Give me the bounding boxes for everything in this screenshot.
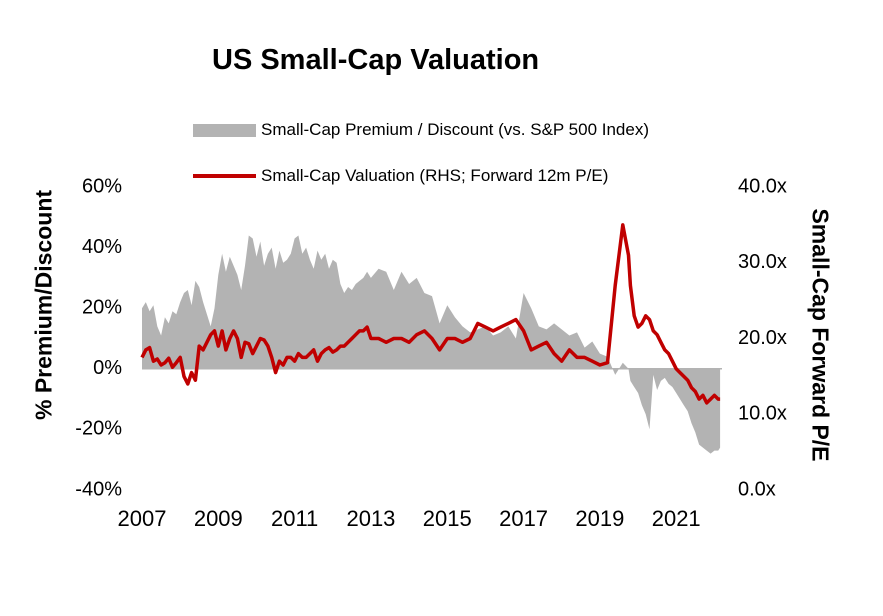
x-tick-label: 2009 — [194, 506, 243, 531]
chart-title: US Small-Cap Valuation — [212, 44, 540, 76]
x-tick-label: 2013 — [346, 506, 395, 531]
x-tick-label: 2007 — [118, 506, 167, 531]
x-tick-label: 2019 — [575, 506, 624, 531]
series-line-valuation — [140, 223, 721, 405]
left-tick-label: -20% — [75, 418, 122, 440]
left-axis-ticks: 60% 40% 20% 0% -20% -40% — [75, 175, 122, 500]
legend-swatch-line — [193, 174, 256, 178]
series-area-premium-discount — [142, 235, 721, 454]
legend-item-valuation: Small-Cap Valuation (RHS; Forward 12m P/… — [193, 165, 608, 187]
left-tick-label: 60% — [82, 175, 122, 197]
legend-swatch-area — [193, 123, 256, 137]
left-tick-label: -40% — [75, 478, 122, 500]
x-tick-label: 2017 — [499, 506, 548, 531]
right-tick-label: 0.0x — [738, 478, 776, 500]
x-tick-label: 2011 — [271, 506, 318, 531]
right-axis-ticks: 40.0x 30.0x 20.0x 10.0x 0.0x — [738, 175, 787, 500]
left-tick-label: 40% — [82, 236, 122, 258]
x-tick-label: 2021 — [652, 506, 701, 531]
right-tick-label: 40.0x — [738, 175, 787, 197]
legend-label-valuation: Small-Cap Valuation (RHS; Forward 12m P/… — [261, 166, 609, 185]
x-tick-label: 2015 — [423, 506, 472, 531]
right-tick-label: 10.0x — [738, 403, 787, 425]
x-axis-ticks: 2007 2009 2011 2013 2015 2017 2019 2021 — [118, 506, 701, 531]
legend-item-premium-discount: Small-Cap Premium / Discount (vs. S&P 50… — [193, 119, 649, 141]
legend-label-premium-discount: Small-Cap Premium / Discount (vs. S&P 50… — [261, 120, 649, 139]
right-tick-label: 20.0x — [738, 327, 787, 349]
left-tick-label: 20% — [82, 296, 122, 318]
right-tick-label: 30.0x — [738, 251, 787, 273]
left-tick-label: 0% — [93, 357, 122, 379]
